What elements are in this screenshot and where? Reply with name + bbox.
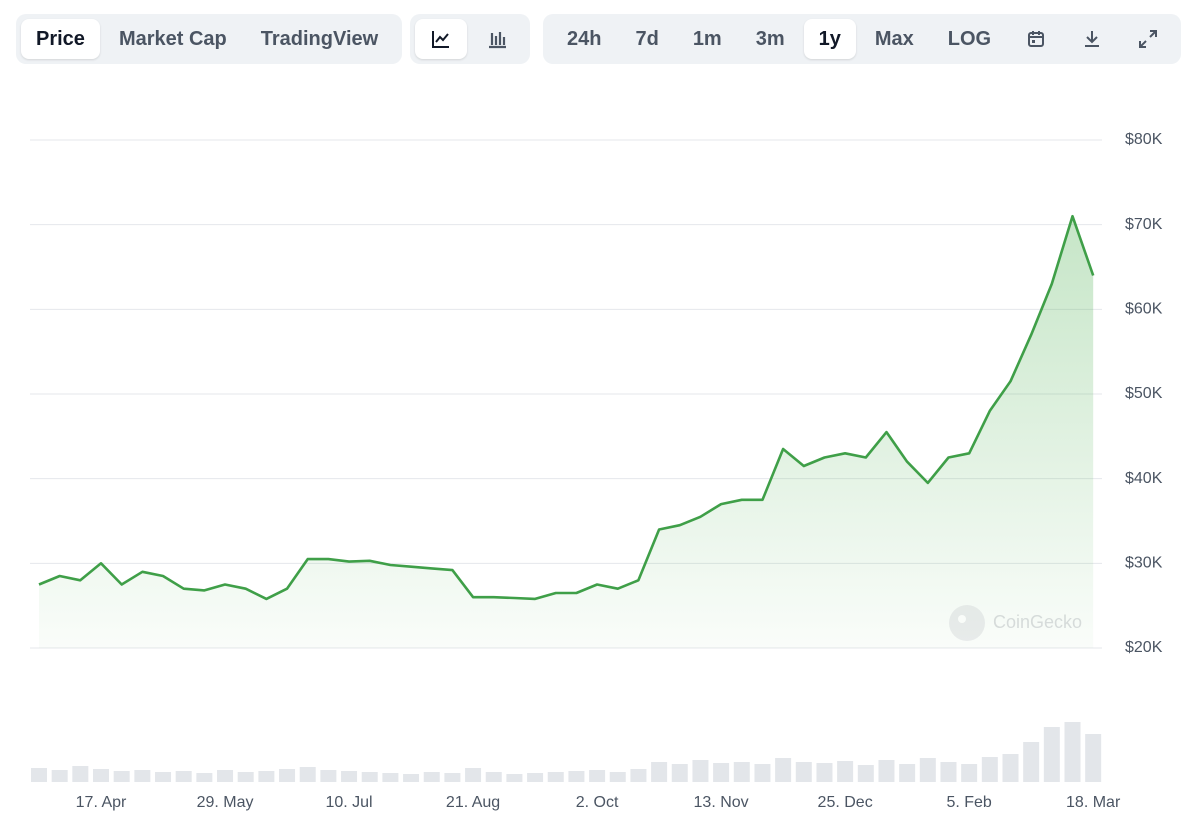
- volume-bar: [940, 762, 957, 782]
- volume-bar: [361, 772, 378, 782]
- volume-bar: [444, 773, 461, 782]
- volume-bar: [485, 772, 502, 782]
- volume-bar: [258, 771, 275, 782]
- volume-bar: [217, 770, 234, 782]
- volume-bar: [320, 770, 337, 782]
- volume-bar: [423, 772, 440, 782]
- volume-bar: [961, 764, 978, 782]
- volume-bar: [1023, 742, 1040, 782]
- volume-bar: [589, 770, 606, 782]
- volume-bar: [31, 768, 47, 782]
- volume-bar: [754, 764, 771, 782]
- range-tab[interactable]: 24h: [567, 27, 602, 50]
- volume-bar: [816, 763, 833, 782]
- fullscreen-button[interactable]: [1122, 19, 1174, 59]
- line-chart-button[interactable]: [415, 19, 467, 59]
- price-line: [38, 214, 1095, 601]
- range-tab[interactable]: 7d: [635, 27, 659, 50]
- x-tick-label: 18. Mar: [1066, 794, 1121, 811]
- volume-bar: [899, 764, 916, 782]
- x-tick-label: 21. Aug: [446, 794, 500, 811]
- volume-bar: [113, 771, 130, 782]
- candle-icon: [489, 32, 506, 49]
- x-tick-label: 17. Apr: [76, 794, 127, 811]
- y-tick-label: $20K: [1125, 639, 1163, 656]
- x-tick-label: 13. Nov: [694, 794, 749, 811]
- volume-bar: [1043, 727, 1060, 782]
- volume-bar: [919, 758, 936, 782]
- y-tick-label: $80K: [1125, 131, 1163, 148]
- volume-bar: [465, 768, 482, 782]
- icon: [1028, 31, 1045, 47]
- volume-bar: [299, 767, 316, 782]
- x-tick-label: 29. May: [197, 794, 254, 811]
- volume-bar: [651, 762, 668, 782]
- x-tick-label: 10. Jul: [325, 794, 372, 811]
- range-tabs: 24h 7d 1m 3m 1y Max LOG: [543, 14, 1181, 64]
- range-tab[interactable]: 3m: [755, 27, 785, 50]
- volume-bar: [837, 761, 854, 782]
- volume-bar: [1064, 722, 1081, 782]
- volume-bar: [1002, 754, 1019, 782]
- view-tab[interactable]: Price: [21, 19, 100, 59]
- volume-bar: [403, 774, 420, 782]
- volume-bar: [713, 763, 730, 782]
- volume-bar: [981, 757, 998, 782]
- view-tabs: Price Market Cap TradingView: [16, 14, 402, 64]
- volume-bar: [568, 771, 585, 782]
- volume-bar: [51, 770, 68, 782]
- y-tick-label: $50K: [1125, 385, 1163, 402]
- calendar-button[interactable]: [1010, 19, 1062, 59]
- volume-bar: [72, 766, 89, 782]
- volume-bar: [547, 772, 564, 782]
- volume-bar: [795, 762, 812, 782]
- watermark: CoinGecko: [949, 605, 1082, 641]
- view-tab[interactable]: TradingView: [260, 27, 379, 50]
- range-tab[interactable]: 1m: [692, 27, 722, 50]
- y-tick-label: $70K: [1125, 216, 1163, 233]
- volume-bar: [609, 772, 626, 782]
- volume-bar: [382, 773, 399, 782]
- y-tick-label: $40K: [1125, 470, 1163, 487]
- view-tab[interactable]: Market Cap: [118, 27, 227, 50]
- volume-bar: [279, 769, 296, 782]
- area: [39, 216, 1094, 648]
- volume-bar: [878, 760, 895, 782]
- icon: [1139, 30, 1158, 48]
- volume-bar: [134, 770, 151, 782]
- volume-bar: [175, 771, 192, 782]
- volume-bar: [1085, 734, 1102, 782]
- download-button[interactable]: [1066, 19, 1118, 59]
- line-icon: [432, 31, 449, 48]
- x-tick-label: 25. Dec: [818, 794, 873, 811]
- volume-bar: [93, 769, 110, 782]
- volume-bar: [341, 771, 358, 782]
- volume-bar: [692, 760, 709, 782]
- watermark-text: CoinGecko: [993, 612, 1082, 632]
- volume-bar: [733, 762, 750, 782]
- volume-bar: [857, 765, 874, 782]
- x-tick-label: 2. Oct: [576, 794, 619, 811]
- volume-bar: [196, 773, 213, 782]
- chart-style: [410, 14, 530, 64]
- candle-chart-button[interactable]: [471, 19, 523, 59]
- range-tab[interactable]: 1y: [803, 19, 856, 59]
- volume-bar: [775, 758, 792, 782]
- y-tick-label: $60K: [1125, 301, 1163, 318]
- volume-bar: [671, 764, 688, 782]
- y-tick-label: $30K: [1125, 555, 1163, 572]
- volume-bar: [630, 769, 647, 782]
- x-tick-label: 5. Feb: [946, 794, 991, 811]
- range-tab[interactable]: LOG: [947, 27, 992, 50]
- volume-bar: [155, 772, 172, 782]
- volume-bar: [527, 773, 544, 782]
- volume-bar: [237, 772, 254, 782]
- icon: [1085, 31, 1100, 47]
- range-tab[interactable]: Max: [874, 27, 914, 50]
- volume-bar: [506, 774, 523, 782]
